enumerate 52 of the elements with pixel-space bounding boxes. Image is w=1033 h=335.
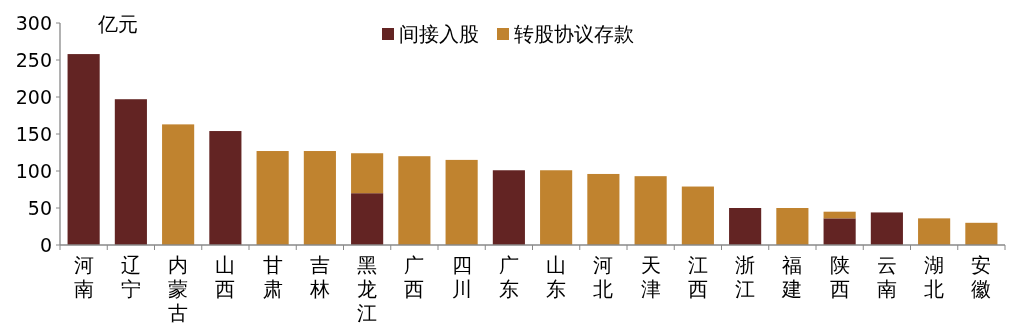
- bar: [303, 151, 336, 245]
- x-tick-label: 湖北: [924, 253, 945, 301]
- bar: [823, 218, 856, 245]
- bar: [823, 211, 856, 219]
- x-tick-label: 山东: [546, 253, 567, 301]
- x-tick-label: 浙江: [735, 253, 756, 301]
- legend-label: 间接入股: [399, 22, 479, 46]
- bar: [587, 173, 620, 245]
- bar: [209, 131, 242, 245]
- bar: [540, 170, 573, 245]
- x-tick-label: 辽宁: [120, 253, 141, 301]
- x-tick-label: 安徽: [971, 253, 992, 301]
- y-tick-label: 200: [15, 86, 52, 108]
- bar: [162, 124, 195, 245]
- bar: [776, 208, 809, 245]
- y-axis-title: 亿元: [97, 12, 138, 36]
- x-tick-label: 福建: [781, 253, 803, 301]
- bar: [492, 170, 525, 245]
- x-tick-label: 云南: [876, 253, 897, 301]
- x-tick-label: 甘肃: [262, 253, 283, 301]
- x-tick-label: 四川: [451, 253, 472, 301]
- y-tick-label: 300: [15, 12, 52, 34]
- bar: [870, 212, 903, 245]
- bar: [114, 99, 147, 245]
- x-tick-label: 河北: [593, 253, 614, 301]
- legend-label: 转股协议存款: [514, 22, 634, 46]
- x-tick-label: 河南: [73, 253, 94, 301]
- bar: [398, 156, 431, 245]
- bar: [445, 159, 478, 245]
- bar: [729, 208, 762, 245]
- y-tick-label: 50: [27, 197, 52, 219]
- y-tick-label: 150: [15, 123, 52, 145]
- x-tick-label: 天津: [640, 253, 661, 301]
- bar: [256, 151, 289, 245]
- bar: [67, 54, 100, 245]
- x-tick-label: 广西: [404, 253, 425, 301]
- bar: [351, 153, 384, 194]
- x-tick-label: 黑龙江: [357, 253, 378, 325]
- x-tick-label: 吉林: [308, 253, 330, 301]
- x-tick-label: 江西: [687, 253, 708, 301]
- bar: [918, 218, 951, 245]
- bar: [681, 186, 714, 245]
- bar: [351, 193, 384, 245]
- y-tick-label: 0: [39, 234, 52, 256]
- x-tick-label: 陕西: [829, 253, 850, 301]
- x-tick-label: 山西: [215, 253, 236, 301]
- bar: [634, 176, 667, 245]
- y-tick-label: 250: [15, 49, 52, 71]
- y-tick-label: 100: [15, 160, 52, 182]
- x-tick-label: 广东: [498, 253, 519, 301]
- x-tick-label: 内蒙古: [168, 253, 189, 325]
- bar: [965, 222, 998, 245]
